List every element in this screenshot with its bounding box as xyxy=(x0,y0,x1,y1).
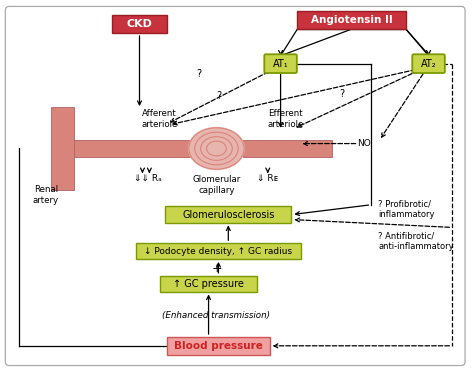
Bar xyxy=(51,107,74,190)
Bar xyxy=(297,11,406,29)
Text: AT₁: AT₁ xyxy=(273,59,288,69)
Text: ?: ? xyxy=(196,68,201,78)
Text: AT₂: AT₂ xyxy=(421,59,437,69)
FancyBboxPatch shape xyxy=(412,54,445,73)
Text: ? Profibrotic/
inflammatory: ? Profibrotic/ inflammatory xyxy=(378,200,435,219)
Bar xyxy=(167,337,270,355)
Bar xyxy=(160,276,257,292)
Text: ?: ? xyxy=(216,91,221,101)
Bar xyxy=(184,144,243,154)
Text: ?: ? xyxy=(339,89,344,99)
FancyBboxPatch shape xyxy=(264,54,297,73)
Text: Renal
artery: Renal artery xyxy=(33,185,59,205)
Bar xyxy=(112,15,167,33)
Bar xyxy=(243,139,332,157)
Bar xyxy=(59,139,194,157)
Text: Afferent
arteriole: Afferent arteriole xyxy=(141,109,177,129)
Text: Glomerular
capillary: Glomerular capillary xyxy=(192,175,241,195)
Text: ↑ GC pressure: ↑ GC pressure xyxy=(173,279,244,289)
Text: ⇓ Rᴇ: ⇓ Rᴇ xyxy=(257,174,278,182)
Text: CKD: CKD xyxy=(127,19,153,29)
Bar xyxy=(136,243,301,259)
Text: (Enhanced transmission): (Enhanced transmission) xyxy=(163,311,271,320)
Text: +: + xyxy=(211,262,222,275)
Text: Blood pressure: Blood pressure xyxy=(174,341,263,351)
Text: ⇓⇓ Rₐ: ⇓⇓ Rₐ xyxy=(134,174,161,182)
Text: ↓ Podocyte density, ↑ GC radius: ↓ Podocyte density, ↑ GC radius xyxy=(145,246,292,256)
Text: Glomerulosclerosis: Glomerulosclerosis xyxy=(182,209,274,220)
Ellipse shape xyxy=(188,127,245,170)
Bar xyxy=(165,206,292,223)
Text: ? Antifibrotic/
anti-inflammatory: ? Antifibrotic/ anti-inflammatory xyxy=(378,232,454,251)
Text: NO: NO xyxy=(357,139,371,148)
Text: Efferent
arteriole: Efferent arteriole xyxy=(267,109,304,129)
Text: Angiotensin II: Angiotensin II xyxy=(311,15,392,25)
